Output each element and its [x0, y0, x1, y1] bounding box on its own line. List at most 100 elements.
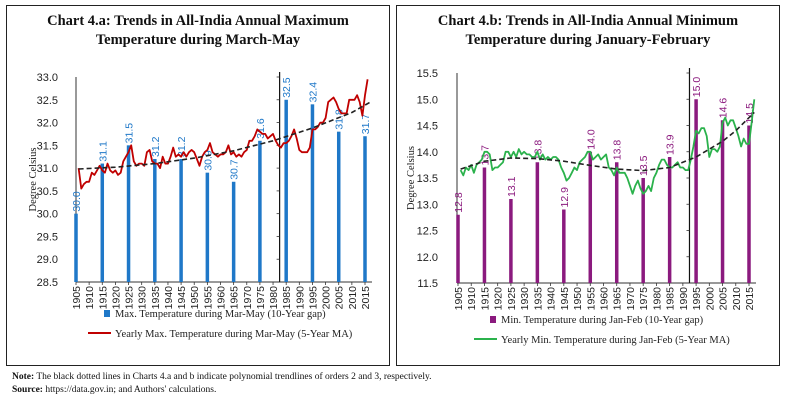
x-tick-label: 1995 [691, 287, 703, 311]
bar-data-label: 12.8 [453, 192, 465, 213]
bar-data-label: 31.5 [124, 123, 136, 144]
moving-average-line [77, 79, 369, 190]
y-tick-label: 33.0 [37, 72, 58, 84]
x-tick-label: 2000 [321, 286, 333, 310]
x-tick-label: 1980 [268, 286, 280, 310]
legend-bar-label: Max. Temperature during Mar-May (10-Year… [115, 309, 326, 320]
x-tick-label: 2010 [731, 287, 743, 311]
y-tick-label: 11.5 [417, 278, 438, 290]
bar [667, 157, 672, 283]
x-tick-label: 1960 [216, 286, 228, 310]
x-tick-label: 1970 [625, 287, 637, 311]
x-tick-label: 1930 [137, 286, 149, 310]
y-axis-label: Degree Celsius [28, 148, 39, 212]
x-tick-label: 2000 [704, 287, 716, 311]
y-tick-label: 32.0 [37, 118, 58, 130]
bar-data-label: 15.0 [691, 77, 703, 98]
bar-data-label: 13.1 [506, 176, 518, 197]
x-tick-label: 1960 [599, 287, 611, 311]
y-tick-label: 29.5 [37, 231, 58, 243]
bar [509, 199, 513, 283]
bar-data-label: 32.4 [307, 82, 319, 103]
y-tick-label: 30.5 [37, 186, 58, 198]
bar-data-label: 32.5 [281, 77, 293, 98]
bar [720, 120, 725, 283]
y-tick-label: 28.5 [37, 277, 58, 289]
legend-bar-swatch [104, 310, 110, 317]
chart-4a-title: Chart 4.a: Trends in All-India Annual Ma… [7, 12, 389, 50]
chart-4b-title: Chart 4.b: Trends in All-India Annual Mi… [397, 12, 779, 50]
chart-4a-title-line2: Temperature during March-May [95, 32, 301, 48]
x-tick-label: 2005 [718, 287, 730, 311]
y-tick-label: 29.0 [37, 254, 58, 266]
x-tick-label: 2015 [360, 286, 372, 310]
x-tick-label: 1965 [229, 286, 241, 310]
y-tick-label: 12.0 [417, 252, 438, 264]
x-tick-label: 1990 [294, 286, 306, 310]
y-tick-label: 13.0 [417, 199, 438, 211]
x-tick-label: 1905 [453, 287, 465, 311]
bar-data-label: 13.8 [612, 140, 624, 161]
x-tick-label: 1935 [532, 287, 544, 311]
y-tick-label: 30.0 [37, 209, 58, 221]
y-tick-label: 31.0 [37, 163, 58, 175]
bar [641, 178, 645, 283]
x-tick-label: 1940 [163, 286, 175, 310]
bar-data-label: 14.0 [585, 129, 597, 150]
bar-data-label: 30.9 [202, 150, 214, 171]
bar [363, 136, 367, 282]
bar [614, 162, 619, 283]
y-tick-label: 13.5 [417, 173, 438, 185]
x-tick-label: 1920 [493, 287, 505, 311]
bar-data-label: 14.6 [718, 98, 730, 119]
y-tick-label: 15.0 [417, 94, 438, 106]
chart-4b-title-line2: Temperature during January-February [465, 32, 711, 48]
x-tick-label: 1915 [97, 286, 109, 310]
bar [310, 104, 315, 282]
bar [231, 181, 236, 282]
x-tick-label: 1950 [572, 287, 584, 311]
bar [456, 214, 460, 283]
x-tick-label: 1980 [651, 287, 663, 311]
x-tick-label: 1930 [519, 287, 531, 311]
chart-4b-title-line1: Chart 4.b: Trends in All-India Annual Mi… [437, 13, 739, 29]
x-tick-label: 1990 [678, 287, 690, 311]
x-tick-label: 1935 [150, 286, 162, 310]
bar-data-label: 13.9 [665, 134, 677, 155]
x-tick-label: 2015 [744, 287, 756, 311]
x-tick-label: 2010 [347, 286, 359, 310]
bar [74, 213, 78, 282]
x-tick-label: 1940 [546, 287, 558, 311]
bar [100, 163, 105, 282]
bar [747, 125, 751, 283]
bar-data-label: 13.7 [479, 145, 491, 166]
polynomial-trendline [460, 111, 755, 172]
x-tick-label: 1910 [84, 286, 96, 310]
x-tick-label: 1965 [612, 287, 624, 311]
source-label: Source: [12, 384, 43, 395]
bar-data-label: 12.9 [559, 187, 571, 208]
bar-data-label: 31.1 [97, 141, 109, 162]
bar-data-label: 30.7 [229, 159, 241, 180]
bar-data-label: 13.5 [638, 155, 650, 176]
bar-data-label: 31.7 [360, 114, 372, 135]
bar [535, 162, 540, 283]
source-text: https://data.gov.in; and Authors' calcul… [42, 384, 217, 395]
x-tick-label: 1950 [189, 286, 201, 310]
bar-data-label: 31.2 [176, 136, 188, 157]
x-tick-label: 2005 [334, 286, 346, 310]
x-tick-label: 1955 [202, 286, 214, 310]
footer-note: Note: The black dotted lines in Charts 4… [12, 371, 431, 384]
bar [153, 159, 157, 282]
footer-source: Source: https://data.gov.in; and Authors… [12, 384, 431, 397]
x-tick-label: 1955 [585, 287, 597, 311]
legend-line-label: Yearly Min. Temperature during Jan-Feb (… [501, 335, 730, 346]
bar [562, 209, 566, 283]
x-tick-label: 1905 [71, 286, 83, 310]
bar [284, 99, 288, 283]
chart-4b-panel: Chart 4.b: Trends in All-India Annual Mi… [396, 5, 780, 366]
bar [588, 151, 593, 283]
note-label: Note: [12, 372, 35, 382]
